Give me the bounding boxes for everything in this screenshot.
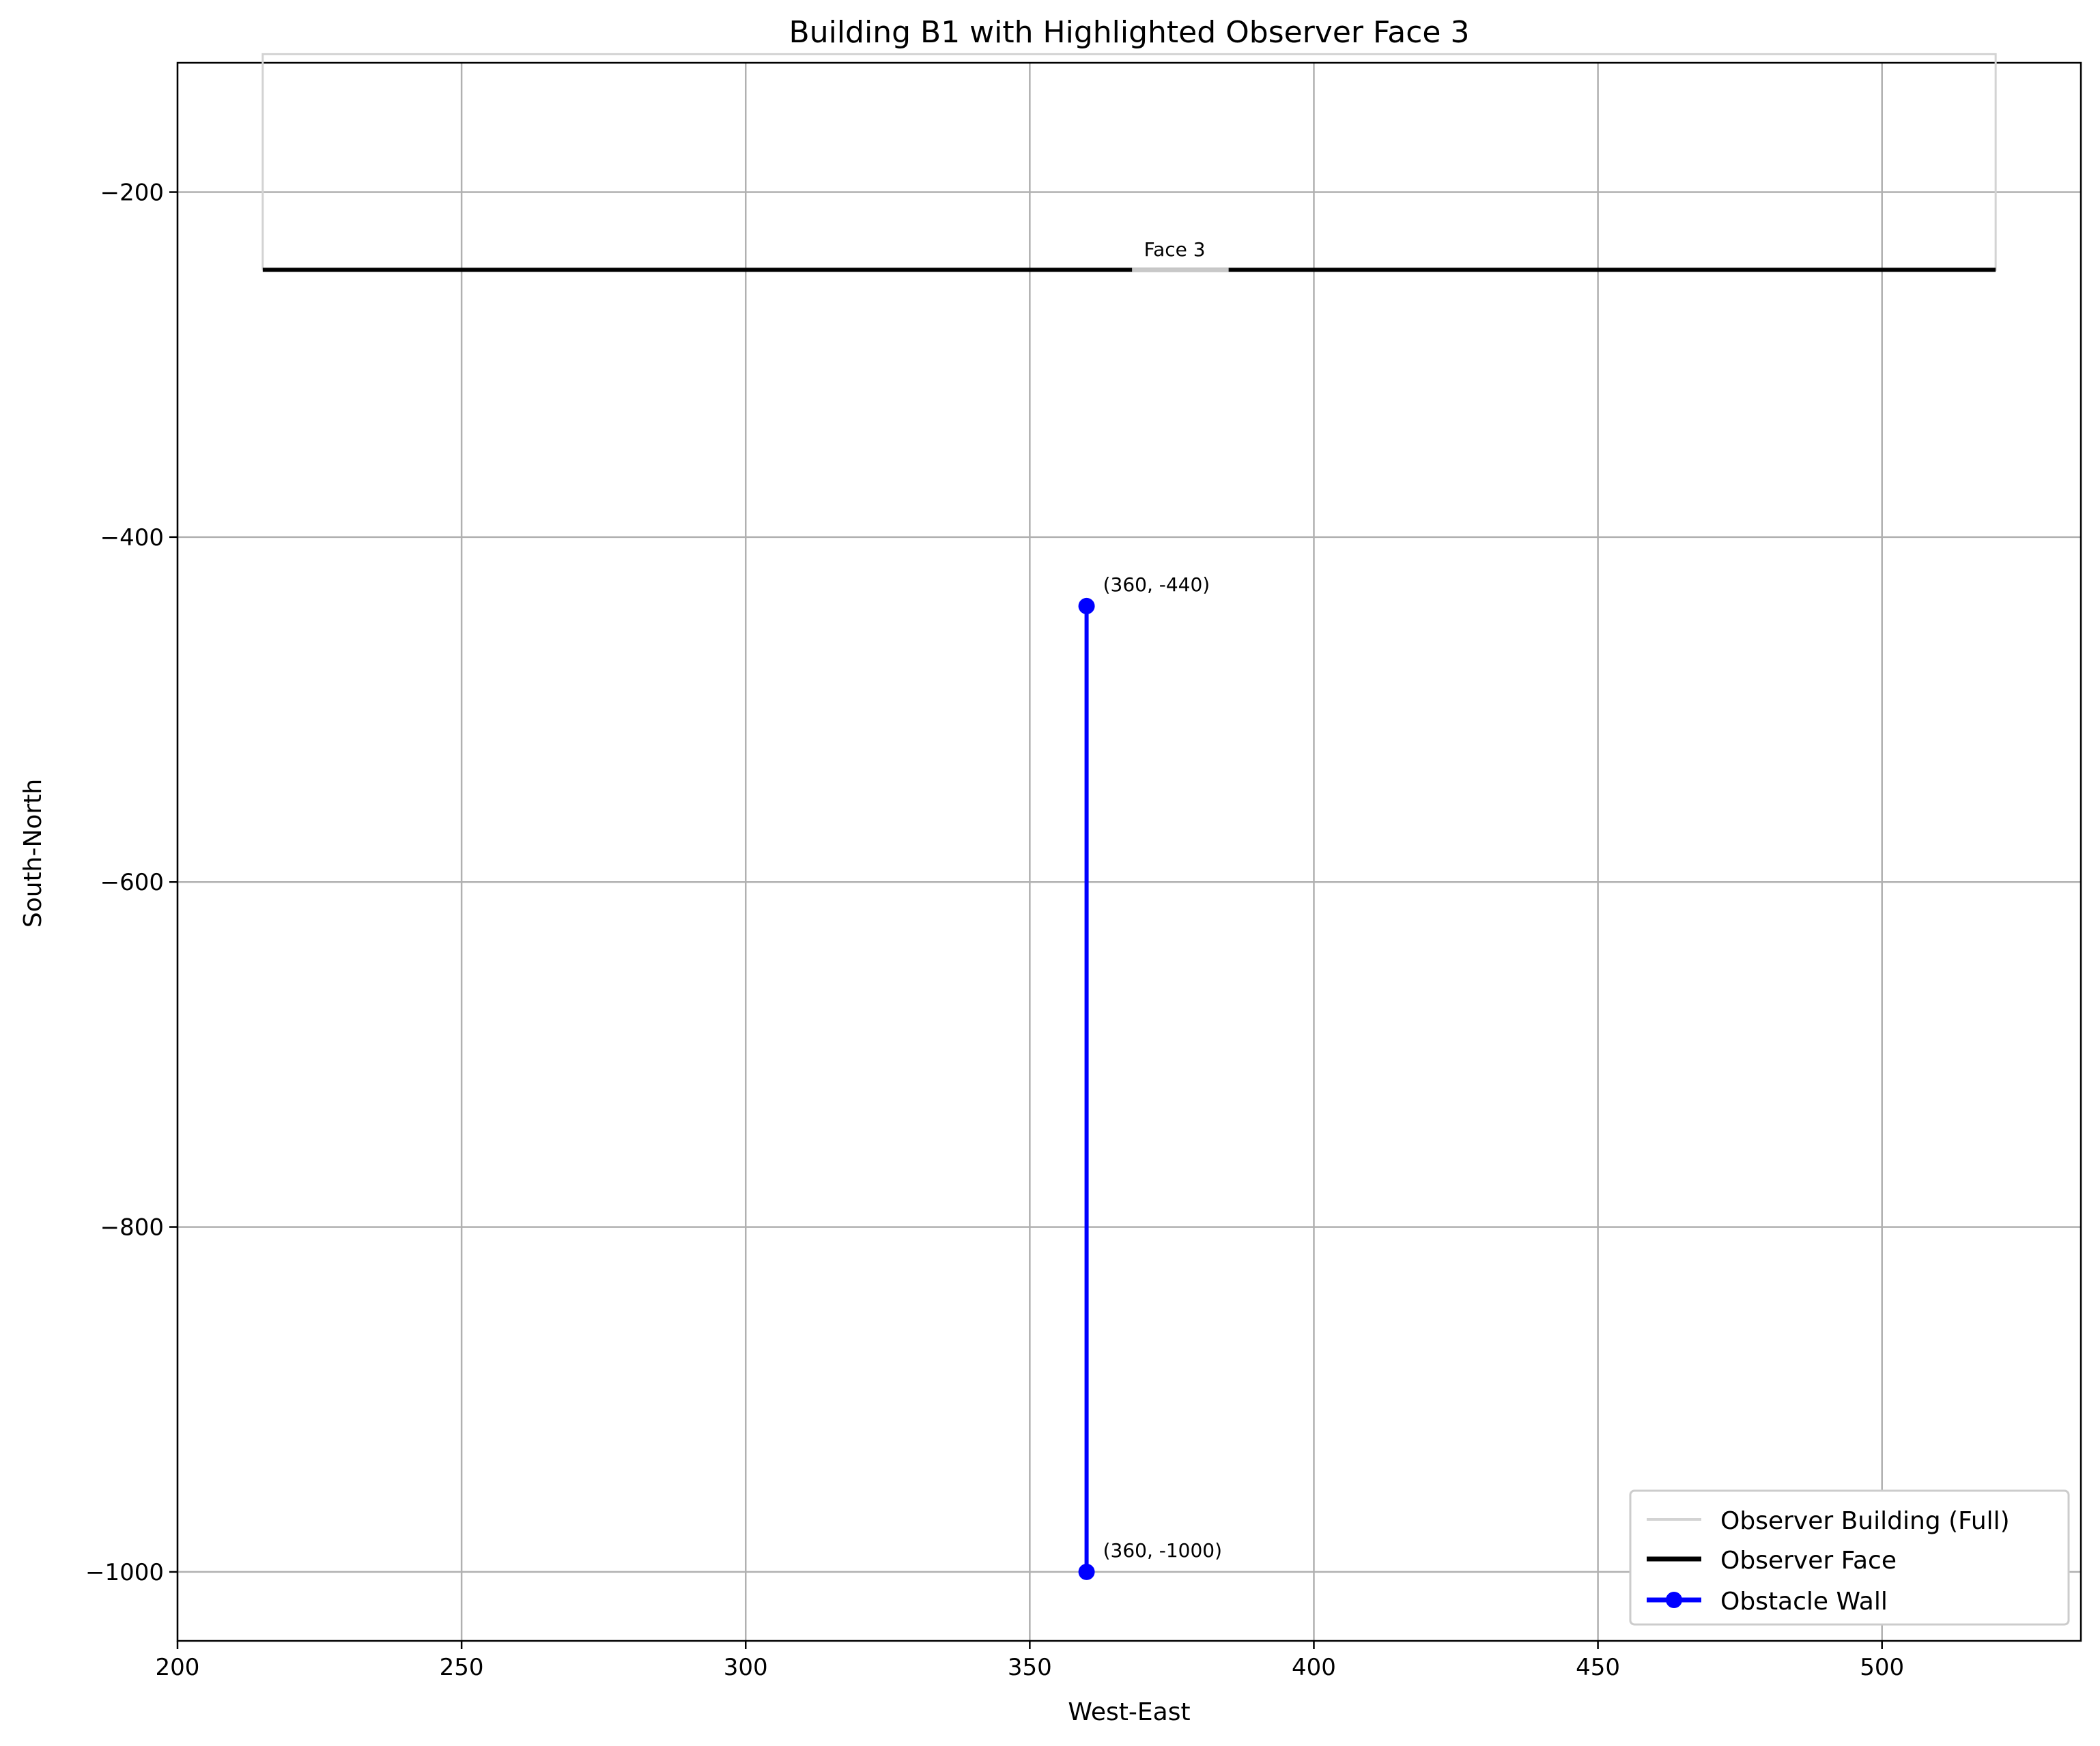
chart-title: Building B1 with Highlighted Observer Fa…: [789, 15, 1470, 50]
legend-label-obstacle-wall: Obstacle Wall: [1720, 1588, 1888, 1616]
x-tick-label: 500: [1860, 1654, 1904, 1681]
annotation-point-top: (360, -440): [1103, 573, 1210, 596]
annotation-point-bottom: (360, -1000): [1103, 1539, 1222, 1562]
legend-label-observer-building: Observer Building (Full): [1720, 1507, 2010, 1535]
legend-box: [1629, 1489, 2070, 1626]
x-axis-label: West-East: [1068, 1698, 1190, 1726]
x-tick-label: 250: [440, 1654, 484, 1681]
y-tick-label: −600: [100, 869, 164, 896]
x-tick-label: 400: [1292, 1654, 1336, 1681]
y-tick-label: −800: [100, 1214, 164, 1242]
series-point-obstacle-wall: [1078, 597, 1095, 614]
y-tick-label: −1000: [85, 1559, 164, 1586]
plot-area: 200 250 300 350 400 450 500 −200 −400 −600 −800 −10…: [85, 53, 2082, 1681]
x-tick-label: 300: [724, 1654, 768, 1681]
y-axis-label: South-North: [19, 779, 47, 928]
legend: Observer Building (Full) Observer Face O…: [1629, 1489, 2070, 1626]
x-tick-label: 350: [1008, 1654, 1052, 1681]
x-tick-label: 200: [156, 1654, 200, 1681]
y-tick-label: −200: [100, 180, 164, 207]
y-tick-label: −400: [100, 524, 164, 552]
axes-frame: [176, 61, 2082, 1642]
x-tick-label: 450: [1576, 1654, 1620, 1681]
annotation-face-3: Face 3: [1144, 238, 1206, 261]
legend-label-observer-face: Observer Face: [1720, 1547, 1897, 1575]
series-point-obstacle-wall: [1078, 1563, 1095, 1580]
legend-marker-obstacle-wall: [1666, 1592, 1682, 1608]
